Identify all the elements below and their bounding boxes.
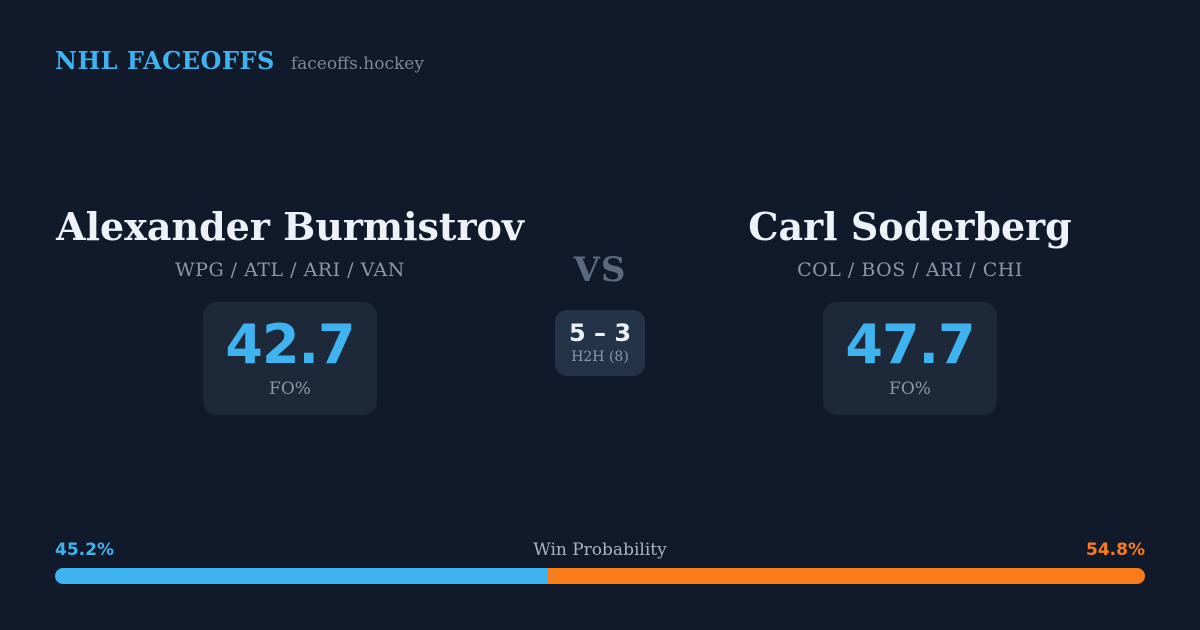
win-probability-section: 45.2% Win Probability 54.8%	[55, 540, 1145, 584]
player-right-column: Carl Soderberg COL / BOS / ARI / CHI 47.…	[675, 206, 1145, 415]
win-probability-bar	[55, 568, 1145, 584]
player-left-teams: WPG / ATL / ARI / VAN	[175, 258, 405, 281]
player-left-name: Alexander Burmistrov	[56, 204, 524, 249]
player-right-teams: COL / BOS / ARI / CHI	[797, 258, 1023, 281]
h2h-card: 5 – 3 H2H (8)	[555, 310, 645, 376]
win-probability-title: Win Probability	[533, 540, 667, 560]
vs-label: VS	[573, 250, 627, 290]
player-left-column: Alexander Burmistrov WPG / ATL / ARI / V…	[55, 206, 525, 415]
win-probability-labels: 45.2% Win Probability 54.8%	[55, 540, 1145, 560]
versus-column: VS 5 – 3 H2H (8)	[525, 206, 675, 415]
h2h-score: 5 – 3	[568, 318, 632, 347]
player-left-fo-pct: 42.7	[225, 312, 355, 376]
win-probability-left-pct: 45.2%	[55, 540, 114, 560]
site-url: faceoffs.hockey	[290, 54, 424, 74]
win-probability-bar-left	[55, 568, 548, 584]
player-right-fo-pct: 47.7	[845, 312, 975, 376]
h2h-label: H2H (8)	[571, 349, 629, 366]
win-probability-bar-right	[547, 568, 1145, 584]
win-probability-right-pct: 54.8%	[1086, 540, 1145, 560]
matchup-section: Alexander Burmistrov WPG / ATL / ARI / V…	[55, 206, 1145, 415]
player-right-name: Carl Soderberg	[748, 204, 1072, 249]
player-right-stat-card: 47.7 FO%	[823, 301, 997, 415]
player-left-stat-card: 42.7 FO%	[203, 301, 377, 415]
header: NHL FACEOFFS faceoffs.hockey	[55, 46, 424, 75]
player-right-fo-label: FO%	[889, 378, 931, 399]
brand-title: NHL FACEOFFS	[55, 46, 275, 75]
player-left-fo-label: FO%	[269, 378, 311, 399]
